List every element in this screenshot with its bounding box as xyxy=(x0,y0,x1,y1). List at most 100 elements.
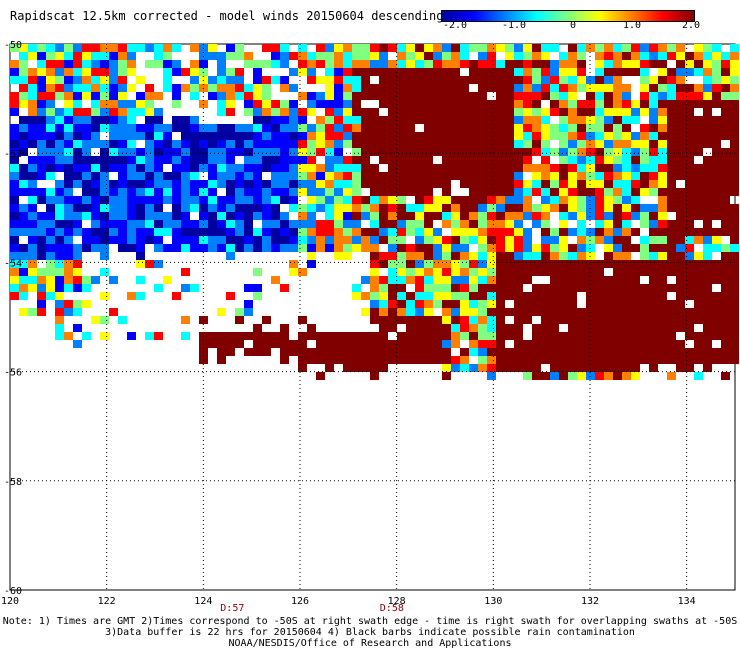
data-cell xyxy=(46,164,55,172)
data-cell xyxy=(397,276,406,284)
data-cell xyxy=(658,196,667,204)
data-cell xyxy=(658,244,667,252)
data-cell xyxy=(397,124,406,132)
latitude-label: -60 xyxy=(4,586,22,597)
data-cell xyxy=(370,260,379,268)
data-cell xyxy=(64,156,73,164)
data-cell xyxy=(109,188,118,196)
data-cell xyxy=(46,188,55,196)
data-cell xyxy=(613,204,622,212)
data-cell xyxy=(442,260,451,268)
data-cell xyxy=(505,188,514,196)
data-cell xyxy=(460,260,469,268)
data-cell xyxy=(442,132,451,140)
data-cell xyxy=(127,188,136,196)
data-cell xyxy=(667,300,676,308)
data-cell xyxy=(379,92,388,100)
data-cell xyxy=(658,100,667,108)
data-cell xyxy=(460,220,469,228)
data-cell xyxy=(694,356,703,364)
data-cell xyxy=(397,260,406,268)
data-cell xyxy=(667,140,676,148)
data-cell xyxy=(469,100,478,108)
data-cell xyxy=(541,68,550,76)
data-cell xyxy=(694,316,703,324)
data-cell xyxy=(28,268,37,276)
data-cell xyxy=(253,324,262,332)
data-cell xyxy=(253,228,262,236)
data-cell xyxy=(532,340,541,348)
data-cell xyxy=(190,60,199,68)
data-cell xyxy=(334,52,343,60)
data-cell xyxy=(712,140,721,148)
data-cell xyxy=(379,52,388,60)
data-cell xyxy=(172,100,181,108)
data-cell xyxy=(613,348,622,356)
data-cell xyxy=(613,372,622,380)
data-cell xyxy=(406,324,415,332)
data-cell xyxy=(721,196,730,204)
data-cell xyxy=(676,164,685,172)
data-cell xyxy=(208,164,217,172)
data-cell xyxy=(613,68,622,76)
data-cell xyxy=(73,324,82,332)
data-cell xyxy=(730,236,739,244)
data-cell xyxy=(640,212,649,220)
data-cell xyxy=(487,76,496,84)
data-cell xyxy=(667,188,676,196)
data-cell xyxy=(37,300,46,308)
data-cell xyxy=(262,196,271,204)
data-cell xyxy=(676,316,685,324)
data-cell xyxy=(712,236,721,244)
data-cell xyxy=(28,244,37,252)
data-cell xyxy=(712,204,721,212)
data-cell xyxy=(343,52,352,60)
data-cell xyxy=(145,44,154,52)
data-cell xyxy=(208,44,217,52)
data-cell xyxy=(460,156,469,164)
data-cell xyxy=(613,260,622,268)
data-cell xyxy=(37,92,46,100)
data-cell xyxy=(370,228,379,236)
data-cell xyxy=(640,300,649,308)
data-cell xyxy=(406,356,415,364)
data-cell xyxy=(73,68,82,76)
data-cell xyxy=(721,244,730,252)
data-cell xyxy=(649,92,658,100)
data-cell xyxy=(406,172,415,180)
data-cell xyxy=(253,84,262,92)
data-cell xyxy=(64,44,73,52)
data-cell xyxy=(640,84,649,92)
data-cell xyxy=(478,148,487,156)
data-cell xyxy=(730,220,739,228)
data-cell xyxy=(334,76,343,84)
data-cell xyxy=(649,356,658,364)
data-cell xyxy=(136,220,145,228)
data-cell xyxy=(460,164,469,172)
data-cell xyxy=(442,172,451,180)
data-cell xyxy=(280,164,289,172)
data-cell xyxy=(703,52,712,60)
data-cell xyxy=(118,212,127,220)
data-cell xyxy=(28,140,37,148)
data-cell xyxy=(676,68,685,76)
data-cell xyxy=(460,308,469,316)
data-cell xyxy=(550,108,559,116)
data-cell xyxy=(397,108,406,116)
data-cell xyxy=(127,84,136,92)
longitude-label: 132 xyxy=(581,596,599,607)
data-cell xyxy=(424,172,433,180)
data-cell xyxy=(406,300,415,308)
data-cell xyxy=(487,84,496,92)
data-cell xyxy=(208,140,217,148)
data-cell xyxy=(541,212,550,220)
data-cell xyxy=(460,348,469,356)
data-cell xyxy=(424,340,433,348)
data-cell xyxy=(541,132,550,140)
data-cell xyxy=(703,332,712,340)
data-cell xyxy=(595,148,604,156)
data-cell xyxy=(478,108,487,116)
data-cell xyxy=(370,220,379,228)
data-cell xyxy=(406,92,415,100)
data-cell xyxy=(469,148,478,156)
